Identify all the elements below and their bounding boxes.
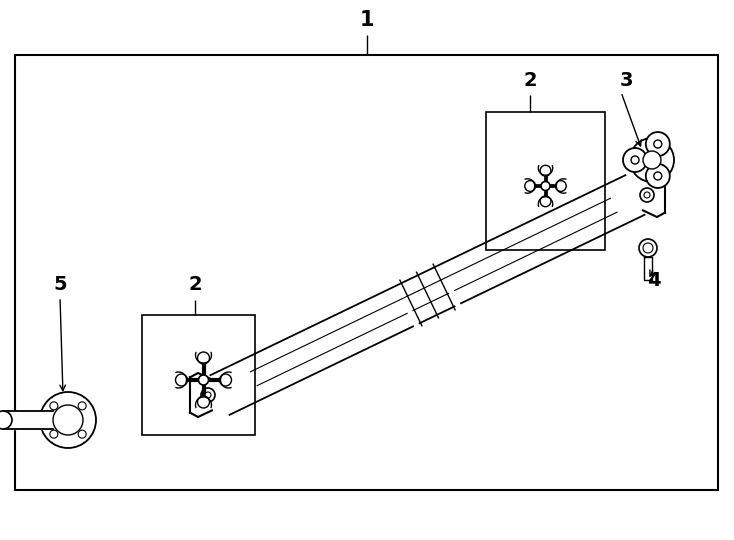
Circle shape xyxy=(78,430,86,438)
Text: 2: 2 xyxy=(188,275,202,294)
Circle shape xyxy=(175,374,187,386)
Text: 3: 3 xyxy=(619,71,633,90)
Circle shape xyxy=(540,196,551,207)
Circle shape xyxy=(53,405,83,435)
Circle shape xyxy=(197,396,209,408)
Circle shape xyxy=(78,402,86,410)
Circle shape xyxy=(643,151,661,169)
Circle shape xyxy=(631,156,639,164)
Circle shape xyxy=(540,165,551,176)
Polygon shape xyxy=(644,257,652,280)
Bar xyxy=(15,55,718,490)
Circle shape xyxy=(556,180,566,191)
Circle shape xyxy=(198,375,208,385)
Circle shape xyxy=(40,392,96,448)
Circle shape xyxy=(630,138,674,182)
Circle shape xyxy=(646,164,670,188)
Circle shape xyxy=(201,388,215,402)
Circle shape xyxy=(643,243,653,253)
Circle shape xyxy=(640,188,654,202)
Text: 1: 1 xyxy=(360,10,374,30)
Polygon shape xyxy=(620,185,643,205)
Circle shape xyxy=(654,140,662,148)
Circle shape xyxy=(50,430,58,438)
Polygon shape xyxy=(445,281,461,308)
Circle shape xyxy=(205,392,211,398)
Circle shape xyxy=(0,411,12,429)
Circle shape xyxy=(623,148,647,172)
Circle shape xyxy=(639,239,657,257)
Polygon shape xyxy=(211,175,644,415)
Circle shape xyxy=(219,374,231,386)
Text: 2: 2 xyxy=(523,71,537,90)
Circle shape xyxy=(654,172,662,180)
Circle shape xyxy=(525,180,536,191)
Bar xyxy=(486,112,605,250)
Circle shape xyxy=(50,402,58,410)
Text: 5: 5 xyxy=(53,275,67,294)
Polygon shape xyxy=(404,301,419,328)
Circle shape xyxy=(644,192,650,198)
Circle shape xyxy=(197,352,209,364)
Text: 4: 4 xyxy=(647,271,661,289)
Circle shape xyxy=(541,181,550,191)
Polygon shape xyxy=(3,411,53,429)
Circle shape xyxy=(646,132,670,156)
Bar xyxy=(142,315,255,435)
Polygon shape xyxy=(212,385,235,405)
